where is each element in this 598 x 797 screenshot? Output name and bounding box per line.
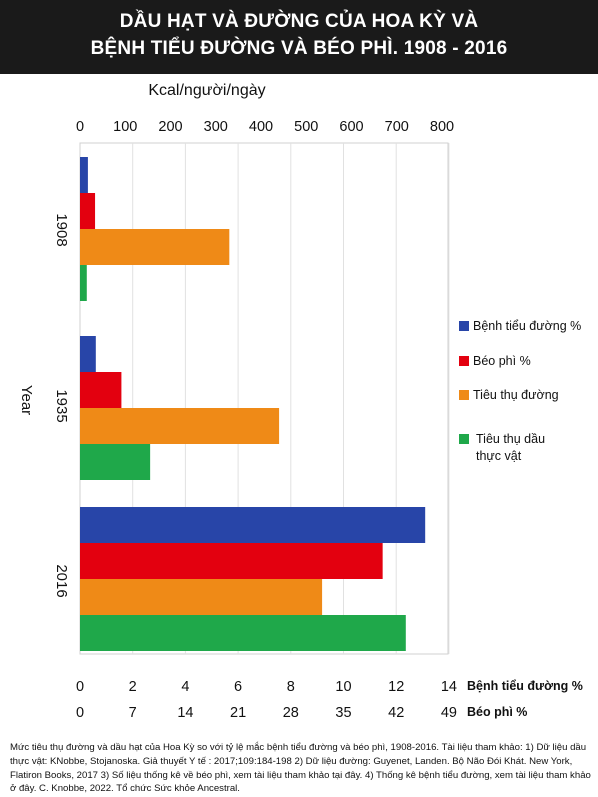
bar bbox=[80, 265, 87, 301]
top-axis-title: Kcal/người/ngày bbox=[148, 82, 265, 99]
bottom-axis-tick-label: 35 bbox=[335, 705, 351, 721]
bottom-axis-tick-label: 8 bbox=[287, 679, 295, 695]
top-axis-tick-label: 0 bbox=[76, 119, 84, 135]
bottom-axis-title: Bệnh tiểu đường % bbox=[467, 679, 583, 693]
top-axis-tick-label: 600 bbox=[339, 119, 363, 135]
y-axis-title: Year bbox=[18, 385, 35, 415]
top-axis-tick-label: 700 bbox=[385, 119, 409, 135]
legend-label: thực vật bbox=[476, 449, 522, 463]
top-axis-tick-label: 400 bbox=[249, 119, 273, 135]
bar bbox=[80, 157, 88, 193]
top-axis-tick-label: 500 bbox=[294, 119, 318, 135]
bar bbox=[80, 372, 122, 408]
bottom-axis-tick-label: 14 bbox=[441, 679, 457, 695]
bar bbox=[80, 336, 96, 372]
top-axis-tick-label: 100 bbox=[113, 119, 137, 135]
bottom-axis-title: Béo phì % bbox=[467, 705, 527, 719]
bottom-axis-tick-label: 0 bbox=[76, 679, 84, 695]
bottom-axis-tick-label: 21 bbox=[230, 705, 246, 721]
bottom-axis-tick-label: 2 bbox=[129, 679, 137, 695]
legend-label: Tiêu thụ dầu bbox=[476, 432, 545, 446]
legend-label: Bệnh tiểu đường % bbox=[473, 319, 581, 333]
bar bbox=[80, 579, 323, 615]
bar bbox=[80, 408, 280, 444]
bottom-axis-tick-label: 0 bbox=[76, 705, 84, 721]
bottom-axis-tick-label: 6 bbox=[234, 679, 242, 695]
chart-title-line-2: BỆNH TIỂU ĐƯỜNG VÀ BÉO PHÌ. 1908 - 2016 bbox=[90, 38, 508, 59]
bottom-axis-tick-label: 12 bbox=[388, 679, 404, 695]
bottom-axis-tick-label: 49 bbox=[441, 705, 457, 721]
chart-area: Kcal/người/ngày 0 100 200 300 400 500 600 700 800… bbox=[0, 74, 598, 735]
bottom-axis-tick-label: 7 bbox=[129, 705, 137, 721]
bar bbox=[80, 543, 383, 579]
bar bbox=[80, 507, 426, 543]
bar bbox=[80, 193, 96, 229]
category-label: 2016 bbox=[53, 564, 70, 597]
top-axis-tick-label: 800 bbox=[430, 119, 454, 135]
bar bbox=[80, 615, 406, 651]
bottom-axis-tick-label: 10 bbox=[335, 679, 351, 695]
legend-swatch bbox=[459, 390, 469, 400]
bar bbox=[80, 229, 230, 265]
legend-swatch bbox=[459, 356, 469, 366]
top-axis-tick-label: 200 bbox=[158, 119, 182, 135]
legend-label: Tiêu thụ đường bbox=[473, 388, 559, 402]
category-label: 1908 bbox=[53, 213, 70, 246]
chart-title-line-1: DẦU HẠT VÀ ĐƯỜNG CỦA HOA KỲ VÀ bbox=[119, 11, 479, 32]
bottom-axis-tick-label: 4 bbox=[181, 679, 189, 695]
bar bbox=[80, 444, 151, 480]
category-label: 1935 bbox=[53, 389, 70, 422]
legend-swatch bbox=[459, 434, 469, 444]
bottom-axis-tick-label: 42 bbox=[388, 705, 404, 721]
title-banner: DẦU HẠT VÀ ĐƯỜNG CỦA HOA KỲ VÀ BỆNH TIỂU… bbox=[0, 0, 598, 74]
bottom-axis-tick-label: 28 bbox=[283, 705, 299, 721]
top-axis-tick-label: 300 bbox=[204, 119, 228, 135]
legend-label: Béo phì % bbox=[473, 354, 531, 368]
chart-caption: Mức tiêu thụ đường và dầu hạt của Hoa Kỳ… bbox=[10, 742, 591, 795]
legend-swatch bbox=[459, 321, 469, 331]
bottom-axis-tick-label: 14 bbox=[177, 705, 193, 721]
